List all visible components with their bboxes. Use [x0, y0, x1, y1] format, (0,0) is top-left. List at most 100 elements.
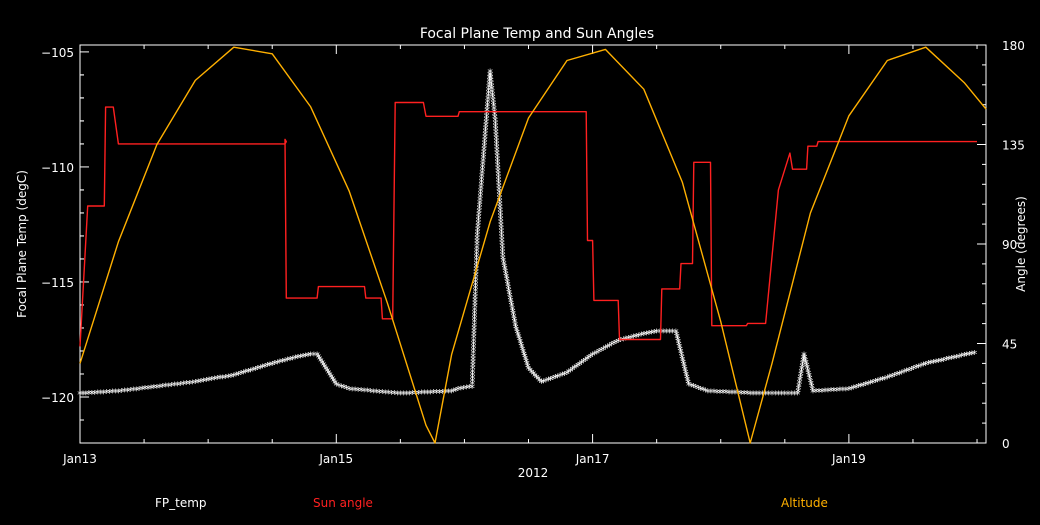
fp_temp-point: *	[488, 75, 494, 88]
fp_temp-point: *	[485, 96, 491, 109]
fp_temp-point: *	[243, 367, 249, 380]
fp_temp-point: *	[341, 382, 347, 395]
fp_temp-point: *	[198, 376, 204, 389]
fp_temp-point: *	[474, 245, 480, 258]
fp_temp-point: *	[906, 365, 912, 378]
fp_temp-point: *	[316, 352, 322, 365]
fp_temp-point: *	[130, 385, 136, 398]
fp_temp-point: *	[894, 369, 900, 382]
fp_temp-point: *	[166, 380, 172, 393]
fp_temp-point: *	[488, 72, 494, 85]
fp_temp-point: *	[858, 380, 864, 393]
fp_temp-point: *	[487, 76, 493, 89]
fp_temp-point: *	[517, 337, 523, 350]
fp_temp-point: *	[506, 282, 512, 295]
fp_temp-point: *	[909, 364, 915, 377]
fp_temp-point: *	[535, 374, 541, 387]
fp_temp-point: *	[472, 311, 478, 324]
fp_temp-point: *	[887, 372, 893, 385]
fp_temp-point: *	[889, 371, 895, 384]
fp_temp-point: *	[89, 388, 95, 401]
fp_temp-point: *	[136, 384, 142, 397]
fp_temp-point: *	[467, 382, 473, 395]
fp_temp-point: *	[806, 368, 812, 381]
fp_temp-point: *	[865, 378, 871, 391]
fp_temp-point: *	[285, 355, 291, 368]
fp_temp-point: *	[477, 200, 483, 213]
fp_temp-point: *	[796, 383, 802, 396]
fp_temp-point: *	[849, 383, 855, 396]
fp_temp-point: *	[782, 389, 788, 402]
fp_temp-point: *	[260, 362, 266, 375]
fp_temp-point: *	[498, 220, 504, 233]
fp_temp-point: *	[508, 295, 514, 308]
fp_temp-point: *	[534, 372, 540, 385]
fp_temp-point: *	[514, 324, 520, 337]
fp_temp-point: *	[478, 185, 484, 198]
fp_temp-point: *	[816, 386, 822, 399]
fp_temp-point: *	[798, 372, 804, 385]
fp_temp-point: *	[325, 366, 331, 379]
fp_temp-point: *	[486, 78, 492, 91]
fp_temp-point: *	[509, 298, 515, 311]
fp_temp-point: *	[486, 81, 492, 94]
fp_temp-point: *	[474, 236, 480, 249]
fp_temp-point: *	[543, 376, 549, 389]
fp_temp-point: *	[128, 385, 134, 398]
fp_temp-point: *	[204, 375, 210, 388]
fp_temp-point: *	[505, 279, 511, 292]
fp_temp-point: *	[471, 338, 477, 351]
fp_temp-point: *	[476, 215, 482, 228]
fp_temp-point: *	[275, 357, 281, 370]
fp_temp-point: *	[808, 378, 814, 391]
fp_temp-point: *	[560, 370, 566, 383]
fp_temp-point: *	[470, 376, 476, 389]
fp_temp-point: *	[494, 151, 500, 164]
fp_temp-point: *	[566, 367, 572, 380]
fp_temp-point: *	[474, 239, 480, 252]
fp_temp-point: *	[633, 331, 639, 344]
fp_temp-point: *	[434, 387, 440, 400]
fp_temp-point: *	[667, 327, 673, 340]
fp_temp-point: *	[502, 261, 508, 274]
fp_temp-point: *	[377, 387, 383, 400]
fp_temp-point: *	[474, 255, 480, 268]
fp_temp-point: *	[181, 379, 187, 392]
fp_temp-point: *	[515, 329, 521, 342]
fp_temp-point: *	[495, 160, 501, 173]
fp_temp-point: *	[623, 334, 629, 347]
fp_temp-point: *	[904, 366, 910, 379]
fp_temp-point: *	[367, 386, 373, 399]
fp_temp-point: *	[636, 330, 642, 343]
fp_temp-point: *	[851, 383, 857, 396]
y-tick-label-right: 90	[1002, 238, 1017, 252]
fp_temp-point: *	[331, 375, 337, 388]
fp_temp-point: *	[471, 329, 477, 342]
fp_temp-point: *	[473, 289, 479, 302]
fp_temp-point: *	[646, 328, 652, 341]
fp_temp-point: *	[154, 382, 160, 395]
fp_temp-point: *	[217, 373, 223, 386]
fp_temp-point: *	[863, 379, 869, 392]
fp_temp-point: *	[490, 92, 496, 105]
fp_temp-point: *	[885, 373, 891, 386]
fp_temp-point: *	[300, 351, 306, 364]
fp_temp-point: *	[550, 373, 556, 386]
fp_temp-point: *	[472, 304, 478, 317]
fp_temp-point: *	[779, 389, 785, 402]
fp_temp-point: *	[799, 361, 805, 374]
fp_temp-point: *	[464, 383, 470, 396]
fp_temp-point: *	[83, 388, 89, 401]
fp_temp-point: *	[125, 385, 131, 398]
fp_temp-point: *	[478, 191, 484, 204]
fp_temp-point: *	[332, 377, 338, 390]
fp_temp-point: *	[282, 355, 288, 368]
fp_temp-point: *	[586, 352, 592, 365]
fp_temp-point: *	[373, 387, 379, 400]
fp_temp-point: *	[499, 241, 505, 254]
fp_temp-point: *	[461, 383, 467, 396]
fp_temp-point: *	[472, 314, 478, 327]
fp_temp-point: *	[493, 124, 499, 137]
fp_temp-point: *	[265, 360, 271, 373]
fp_temp-point: *	[546, 375, 552, 388]
